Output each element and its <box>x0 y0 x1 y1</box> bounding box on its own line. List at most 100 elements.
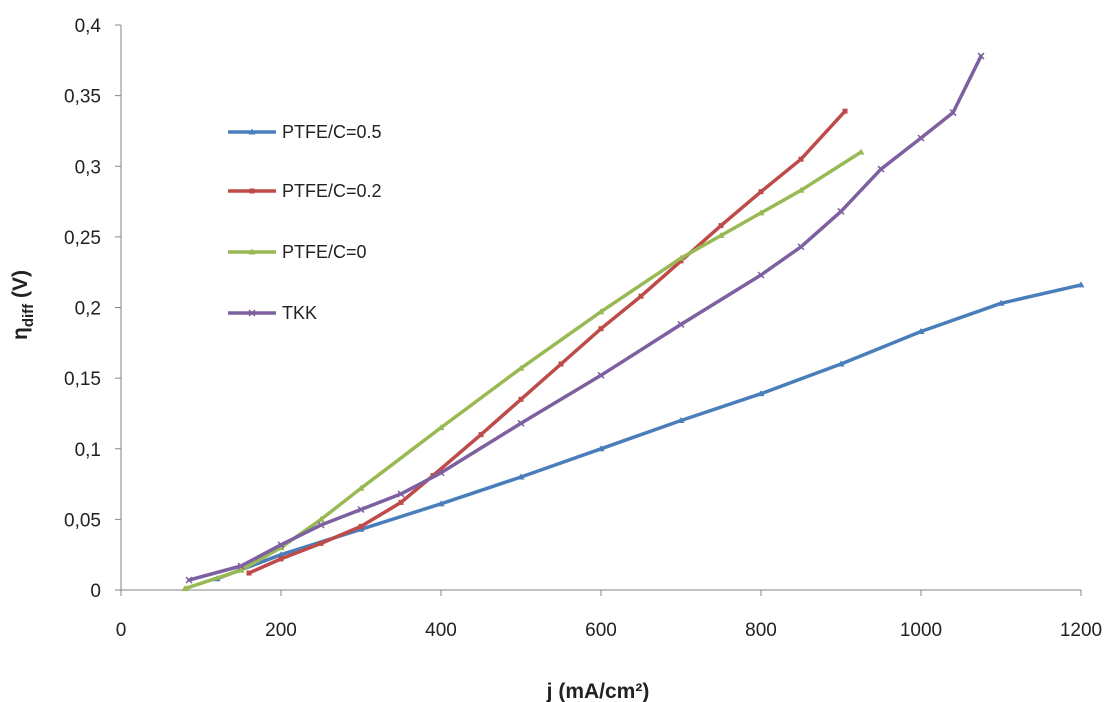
series-line <box>247 109 847 575</box>
data-point <box>677 320 685 328</box>
y-tick-label: 0 <box>90 581 101 602</box>
data-point <box>237 562 245 570</box>
data-point <box>437 424 445 431</box>
legend-label: TKK <box>282 303 317 323</box>
y-tick-label: 0,1 <box>75 440 101 461</box>
data-point <box>248 248 256 255</box>
axes <box>120 25 1081 591</box>
data-point <box>718 223 724 229</box>
data-point <box>598 326 604 332</box>
data-point <box>558 361 564 367</box>
data-point <box>181 585 189 592</box>
data-point <box>977 52 985 60</box>
x-tick-label: 1200 <box>1060 620 1102 641</box>
data-point <box>1077 281 1085 288</box>
x-tick-label: 0 <box>116 620 127 641</box>
data-point <box>357 505 365 514</box>
data-point <box>638 293 644 299</box>
series-ptfe-c-0-2 <box>246 108 848 576</box>
y-tick-label: 0,35 <box>64 87 101 108</box>
data-point <box>317 515 325 522</box>
x-tick-label: 600 <box>585 620 617 641</box>
data-point <box>837 207 845 215</box>
data-point <box>757 271 765 279</box>
data-point <box>248 128 256 135</box>
data-point <box>517 473 525 480</box>
data-point <box>185 576 193 584</box>
series-ptfe-c-0-5 <box>213 281 1085 582</box>
legend-item: TKK <box>228 303 317 323</box>
y-axis-label: ηdiff (V) <box>9 270 37 340</box>
data-point <box>717 231 725 238</box>
series-ptfe-c-0 <box>181 148 865 592</box>
data-point <box>597 308 605 315</box>
legend-label: PTFE/C=0.5 <box>282 122 382 142</box>
data-point <box>397 490 405 498</box>
y-tick-label: 0,05 <box>64 510 101 531</box>
data-point <box>597 371 605 379</box>
data-point <box>358 523 364 529</box>
data-point <box>317 521 325 529</box>
data-point <box>757 209 765 216</box>
data-point <box>237 566 245 573</box>
x-tick-label: 1000 <box>900 620 942 641</box>
data-point <box>277 541 285 549</box>
data-point <box>277 544 285 551</box>
x-axis-label: j (mA/cm²) <box>546 680 650 702</box>
data-point <box>437 500 445 507</box>
data-point <box>478 432 484 438</box>
series-group <box>181 52 1085 592</box>
data-point <box>798 156 804 162</box>
x-tick-label: 800 <box>745 620 777 641</box>
data-point <box>246 570 252 576</box>
data-point <box>597 445 605 452</box>
x-tick-label: 400 <box>425 620 457 641</box>
data-point <box>677 254 685 261</box>
y-tick-label: 0,2 <box>75 299 101 320</box>
data-point <box>757 390 765 397</box>
data-point <box>437 469 445 477</box>
legend-item: PTFE/C=0.5 <box>228 122 382 142</box>
y-axis-label-main: η <box>9 327 32 340</box>
y-axis-label-unit: (V) <box>9 270 32 304</box>
series-line <box>215 283 1083 581</box>
y-tick-label: 0,15 <box>64 369 101 390</box>
data-point <box>357 484 365 491</box>
legend-item: PTFE/C=0 <box>228 242 367 262</box>
data-point <box>917 328 925 335</box>
data-point <box>677 417 685 423</box>
data-point <box>277 551 285 558</box>
data-point <box>842 108 848 114</box>
legend-label: PTFE/C=0 <box>282 242 367 262</box>
data-point <box>837 360 845 367</box>
y-axis-label-sub: diff <box>20 303 37 327</box>
data-point <box>997 299 1005 306</box>
data-point <box>278 556 284 562</box>
y-axis-ticks: 0 0,05 0,1 0,15 0,2 0,25 0,3 0,35 0,4 <box>64 16 121 602</box>
data-point <box>517 419 525 427</box>
data-point <box>797 243 805 251</box>
x-axis-ticks: 0 200 400 600 800 1000 1200 <box>116 590 1102 641</box>
data-point <box>877 165 885 173</box>
data-point <box>797 186 805 193</box>
data-point <box>398 499 404 505</box>
data-point <box>248 309 256 317</box>
data-point <box>917 134 925 142</box>
x-tick-label: 200 <box>265 620 297 641</box>
data-point <box>249 188 255 194</box>
data-point <box>949 109 957 117</box>
series-tkk <box>185 52 985 584</box>
y-tick-label: 0,4 <box>75 16 102 37</box>
data-point <box>758 189 764 195</box>
data-point <box>517 364 525 371</box>
legend-item: PTFE/C=0.2 <box>228 181 382 201</box>
y-tick-label: 0,3 <box>75 157 101 178</box>
data-point <box>518 396 524 402</box>
y-tick-label: 0,25 <box>64 228 101 249</box>
legend-label: PTFE/C=0.2 <box>282 181 382 201</box>
data-point <box>857 148 865 155</box>
data-point <box>678 258 684 264</box>
data-point <box>318 540 324 546</box>
legend: PTFE/C=0.5 PTFE/C=0.2 PTFE/C=0 TKK <box>228 122 382 323</box>
